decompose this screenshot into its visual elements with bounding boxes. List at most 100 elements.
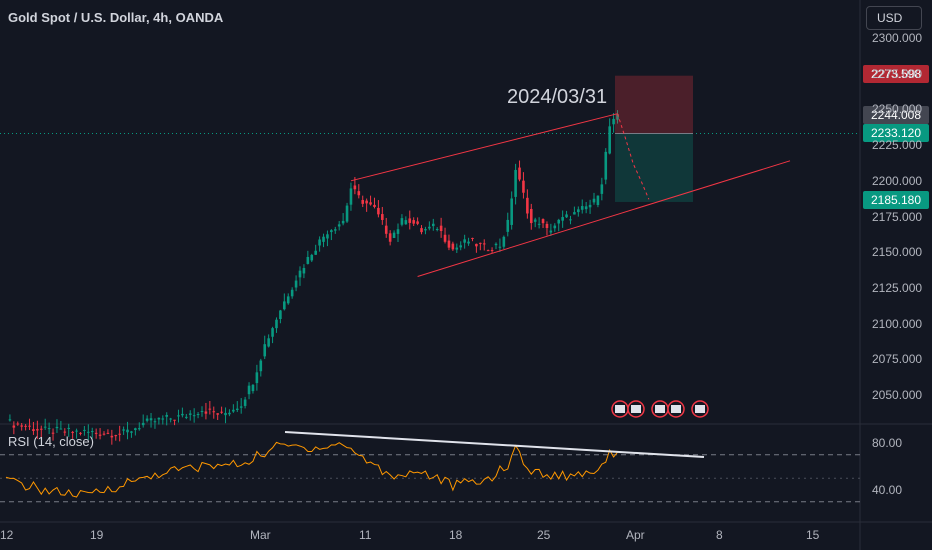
event-flag-icon xyxy=(615,405,625,413)
candle xyxy=(588,204,592,208)
candle xyxy=(608,126,611,154)
candle xyxy=(279,310,282,319)
candle xyxy=(283,301,286,310)
candle xyxy=(102,433,106,435)
price-tick-label: 2075.000 xyxy=(872,352,923,367)
candle xyxy=(185,416,188,418)
candle xyxy=(592,198,596,203)
candle xyxy=(600,184,604,194)
candle xyxy=(541,219,545,224)
candle xyxy=(71,431,74,433)
candle xyxy=(216,413,219,415)
candle xyxy=(122,429,125,431)
rsi-line xyxy=(5,441,618,498)
stop-zone xyxy=(615,75,693,134)
candle xyxy=(353,185,357,190)
candle xyxy=(345,205,349,222)
price-tick-label: 2200.000 xyxy=(872,173,923,188)
candle xyxy=(67,427,71,429)
candle xyxy=(553,225,557,229)
candle xyxy=(90,431,94,433)
candle xyxy=(330,230,333,233)
price-tick-label: 2050.000 xyxy=(872,388,923,402)
candle xyxy=(498,246,502,248)
candle xyxy=(310,254,314,261)
price-tick-label: 2250.000 xyxy=(872,102,923,117)
target-price-tag: 2185.180 xyxy=(863,191,929,209)
candle xyxy=(110,435,114,438)
candle xyxy=(106,432,110,434)
candle xyxy=(247,385,251,395)
candle xyxy=(286,296,290,304)
candle xyxy=(267,338,270,347)
candle xyxy=(384,225,388,234)
candle xyxy=(28,425,31,427)
event-flag-icon xyxy=(631,405,641,413)
candle xyxy=(557,219,561,224)
candle xyxy=(188,413,192,415)
rsi-tick-label: 40.00 xyxy=(872,483,903,497)
candle xyxy=(616,114,619,120)
candle xyxy=(192,415,196,417)
candle xyxy=(169,418,172,420)
candle xyxy=(604,151,608,180)
candle xyxy=(149,418,153,421)
candle xyxy=(24,425,27,427)
candle xyxy=(365,200,368,204)
candle xyxy=(196,414,200,416)
candle xyxy=(486,250,490,252)
candle xyxy=(55,426,59,429)
candle xyxy=(220,411,223,413)
price-tick-label: 2100.000 xyxy=(872,316,923,331)
candle xyxy=(228,412,231,415)
candle xyxy=(381,214,384,220)
candle xyxy=(420,228,423,233)
candle xyxy=(87,431,90,433)
candle xyxy=(361,199,365,204)
candle xyxy=(98,434,102,436)
candle xyxy=(561,217,564,221)
stop-price-tag: 2273.598 xyxy=(863,65,929,83)
candle xyxy=(412,220,415,224)
date-annotation: 2024/03/31 xyxy=(507,86,608,108)
candle xyxy=(455,247,459,250)
candle xyxy=(165,414,169,417)
candle xyxy=(471,237,474,239)
candle xyxy=(584,206,588,210)
candle xyxy=(580,206,584,210)
price-tick-label: 2300.000 xyxy=(872,31,923,45)
candle xyxy=(302,268,306,274)
price-tick-label: 2175.000 xyxy=(872,209,923,224)
candle xyxy=(357,191,361,196)
candle xyxy=(392,232,396,238)
candle xyxy=(443,234,447,242)
event-flag-icon xyxy=(695,405,705,413)
candle xyxy=(490,250,494,252)
time-tick-label: 18 xyxy=(449,528,463,542)
candle xyxy=(526,197,529,214)
rsi-trendline xyxy=(284,431,705,458)
candle xyxy=(271,328,274,337)
time-tick-label: 8 xyxy=(716,528,723,542)
candle xyxy=(200,410,204,412)
candle xyxy=(377,207,380,215)
candle xyxy=(435,228,439,230)
time-tick-label: Mar xyxy=(250,528,271,542)
candle xyxy=(59,428,63,430)
candle xyxy=(130,431,133,433)
currency-selector[interactable]: USD xyxy=(866,6,922,30)
candle xyxy=(400,218,404,225)
candle xyxy=(83,429,86,431)
candle xyxy=(502,236,506,247)
candle xyxy=(577,209,580,213)
event-flag-icon xyxy=(655,405,665,413)
candle xyxy=(235,408,239,410)
time-tick-label: 12 xyxy=(0,528,14,542)
time-tick-label: 25 xyxy=(537,528,551,542)
candle xyxy=(75,430,78,432)
candle xyxy=(459,245,463,248)
channel-upper-line xyxy=(350,113,618,182)
candle xyxy=(612,118,615,125)
channel-lower-line xyxy=(417,160,791,277)
